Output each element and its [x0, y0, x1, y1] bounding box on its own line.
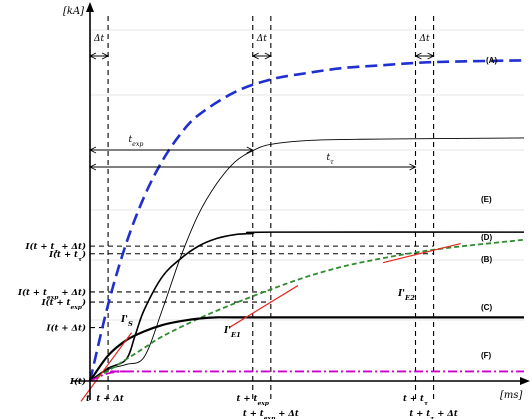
- interval-label-dt2: Δt: [256, 34, 267, 44]
- interval-ttau-left-arrow-icon: [88, 163, 97, 171]
- x-axis-arrow-icon: [520, 377, 530, 385]
- series-line-a: [88, 59, 525, 382]
- series-line-b: [89, 238, 525, 382]
- interval-dt3-right-arrow-icon: [427, 52, 435, 60]
- series-label-a: (A): [486, 56, 497, 65]
- interval-label-dt3: Δt: [418, 34, 429, 44]
- x-unit-label: [ms]: [500, 390, 523, 401]
- axes: [kA] [ms]: [63, 2, 530, 401]
- interval-markers: Δt Δt Δt texp tτ: [88, 34, 435, 171]
- tangent-label-ie1: I'E1: [223, 326, 241, 339]
- x-tick-t: t: [86, 394, 90, 404]
- x-tick-t-dt: t + Δt: [96, 394, 124, 404]
- interval-texp-right-arrow-icon: [246, 146, 254, 154]
- series-labels: (A) (E) (D) (B) (C) (F): [481, 56, 497, 360]
- interval-label-texp: texp: [129, 135, 144, 148]
- x-tick-t-ttau-dt: t + tτ + Δt: [409, 409, 458, 419]
- y-tick-I-t-texp-dt: I(t + texp + Δt): [17, 287, 86, 301]
- y-tick-I-t-dt: I(t + Δt): [45, 323, 86, 334]
- tick-labels: t t + Δt t + texp t + texp + Δt t + tτ t + tτ…: [17, 241, 458, 419]
- tangent-is: [80, 332, 133, 402]
- series-label-e: (E): [481, 195, 492, 204]
- y-axis-arrow-icon: [86, 2, 94, 12]
- tangent-ie2: [382, 242, 461, 264]
- interval-dt3-left-arrow-icon: [414, 52, 422, 60]
- x-tick-t-texp-dt: t + texp + Δt: [243, 409, 299, 419]
- y-tick-I-t-ttau-dt: I(t + tτ + Δt): [25, 241, 87, 255]
- series-line-f: [89, 370, 524, 382]
- tangent-label-is: I'S: [120, 315, 133, 328]
- y-tick-I-t-ttau: I(t + tτ): [48, 249, 86, 263]
- reference-lines: [90, 16, 435, 400]
- x-tick-t-texp: t + texp: [237, 394, 270, 407]
- tangent-label-ie2: I'E2: [397, 289, 415, 302]
- interval-dt1-left-arrow-icon: [88, 52, 97, 60]
- series-label-b: (B): [481, 255, 492, 264]
- series-layer: [88, 59, 525, 382]
- interval-dt2-left-arrow-icon: [251, 52, 259, 60]
- y-tick-I-t-texp: I(t + texp): [41, 297, 86, 311]
- x-tick-t-ttau: t + tτ: [403, 394, 428, 407]
- interval-label-ttau: tτ: [326, 153, 334, 166]
- interval-label-dt1: Δt: [93, 34, 104, 44]
- interval-ttau-right-arrow-icon: [409, 163, 417, 171]
- series-line-c: [89, 316, 524, 382]
- tangent-ie1: [228, 285, 299, 329]
- series-label-f: (F): [481, 351, 492, 360]
- interval-texp-left-arrow-icon: [88, 146, 97, 154]
- interval-dt2-right-arrow-icon: [264, 52, 272, 60]
- series-label-c: (C): [481, 303, 492, 312]
- series-line-d: [89, 231, 525, 382]
- y-tick-I-t: I(t): [69, 376, 86, 387]
- series-label-d: (D): [481, 233, 492, 242]
- interval-dt1-right-arrow-icon: [101, 52, 110, 60]
- series-line-e: [89, 137, 525, 382]
- y-unit-label: [kA]: [63, 6, 84, 17]
